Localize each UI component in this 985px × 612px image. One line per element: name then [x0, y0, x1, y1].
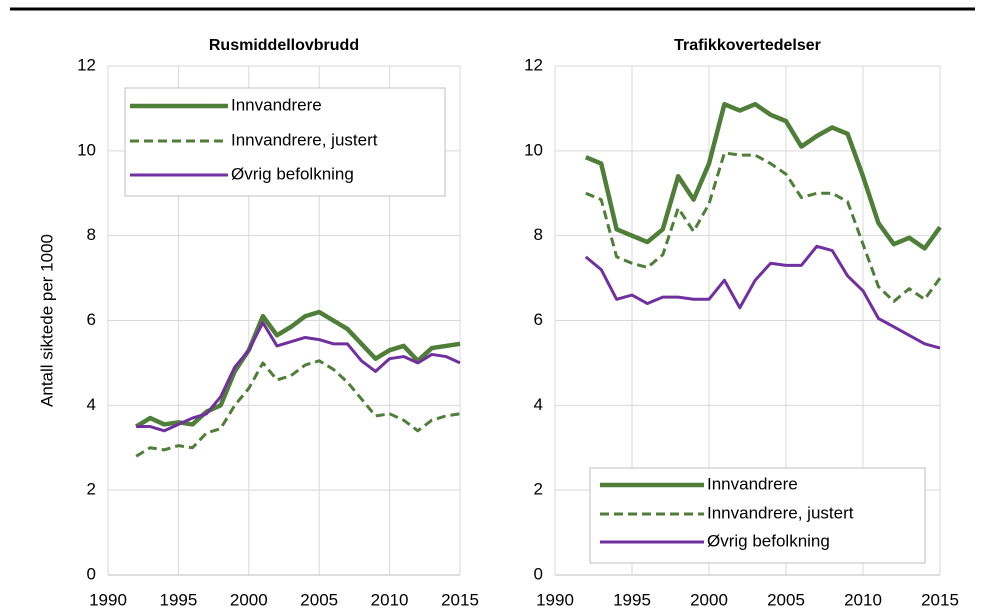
y-tick-label: 8: [534, 225, 543, 244]
y-tick-label: 2: [534, 480, 543, 499]
y-tick-label: 4: [87, 395, 96, 414]
x-tick-label: 1995: [159, 590, 197, 609]
y-tick-label: 8: [87, 225, 96, 244]
series-line: [135, 359, 461, 458]
x-tick-label: 2005: [300, 590, 338, 609]
x-tick-label: 2000: [230, 590, 268, 609]
series-line: [584, 244, 941, 350]
chart-title: Rusmiddellovbrudd: [209, 37, 359, 54]
series-line: [584, 101, 942, 251]
y-tick-label: 4: [534, 395, 543, 414]
chart-title: Trafikkovertedelser: [674, 37, 821, 54]
x-tick-label: 2005: [767, 590, 805, 609]
series-line: [136, 321, 461, 433]
x-tick-label: 2000: [690, 590, 728, 609]
x-tick-label: 1990: [536, 590, 574, 609]
legend-label: Innvandrere, justert: [231, 130, 378, 149]
y-tick-label: 0: [534, 564, 543, 583]
legend-label: Innvandrere: [707, 474, 798, 493]
x-tick-label: 2015: [441, 590, 479, 609]
y-tick-label: 0: [87, 564, 96, 583]
y-tick-label: 2: [87, 480, 96, 499]
x-tick-label: 2010: [844, 590, 882, 609]
legend-label: Innvandrere: [231, 95, 322, 114]
x-tick-label: 2015: [921, 590, 959, 609]
x-tick-label: 1990: [89, 590, 127, 609]
y-axis-label: Antall siktede per 1000: [37, 234, 56, 407]
y-tick-label: 6: [534, 310, 543, 329]
legend-label: Øvrig befolkning: [707, 531, 830, 550]
y-tick-label: 12: [77, 55, 96, 74]
series-line: [134, 309, 461, 429]
x-tick-label: 2010: [371, 590, 409, 609]
legend-label: Øvrig befolkning: [231, 164, 354, 183]
y-tick-label: 12: [524, 55, 543, 74]
y-tick-label: 10: [524, 140, 543, 159]
legend-label: Innvandrere, justert: [707, 503, 854, 522]
y-tick-label: 6: [87, 310, 96, 329]
x-tick-label: 1995: [613, 590, 651, 609]
series-line: [585, 151, 942, 303]
y-tick-label: 10: [77, 140, 96, 159]
